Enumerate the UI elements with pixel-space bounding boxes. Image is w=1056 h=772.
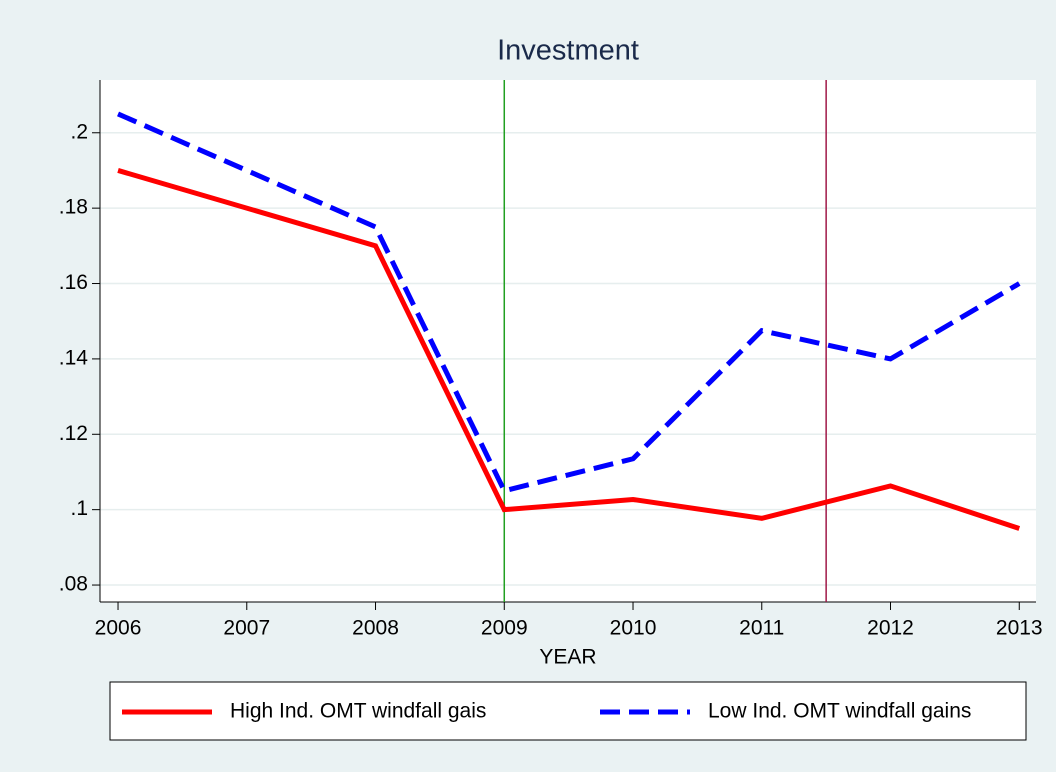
x-tick-label: 2007	[223, 617, 270, 640]
x-tick-label: 2012	[867, 617, 914, 640]
line-series	[117, 168, 1021, 531]
y-tick-label: .18	[59, 196, 88, 219]
y-tick-label: .08	[59, 573, 88, 596]
y-tick-label: .1	[70, 497, 88, 520]
x-axis-label: YEAR	[539, 646, 596, 669]
x-tick-label: 2010	[610, 617, 657, 640]
y-tick-label: .14	[59, 346, 89, 369]
chart-title: Investment	[497, 35, 639, 67]
line-series	[117, 111, 1021, 494]
plot-area	[100, 80, 1036, 602]
y-tick-label: .16	[59, 271, 88, 294]
legend-label: Low Ind. OMT windfall gains	[708, 700, 971, 723]
x-tick-label: 2011	[739, 617, 784, 640]
x-tick-label: 2008	[352, 617, 399, 640]
x-tick-label: 2009	[481, 617, 528, 640]
x-tick-label: 2013	[996, 617, 1043, 640]
x-tick-label: 2006	[95, 617, 142, 640]
legend-label: High Ind. OMT windfall gais	[230, 700, 486, 723]
legend	[109, 681, 1027, 741]
y-tick-label: .2	[70, 120, 88, 143]
y-tick-label: .12	[59, 422, 88, 445]
